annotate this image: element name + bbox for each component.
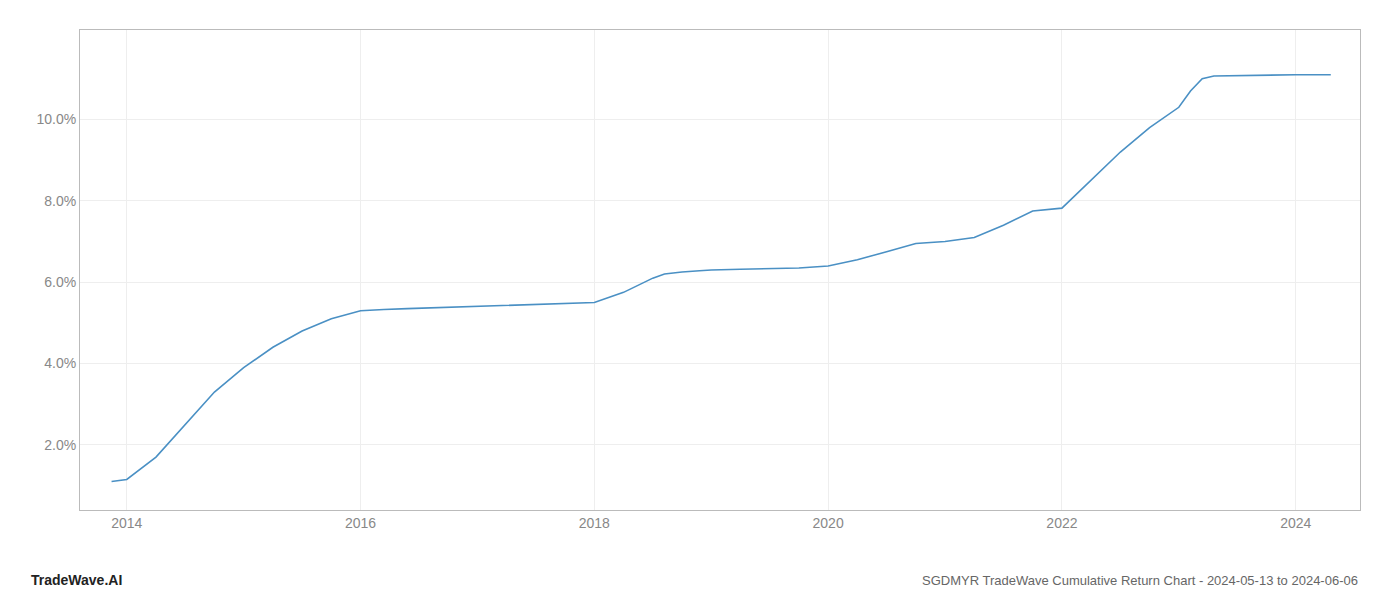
svg-text:2024: 2024 (1280, 515, 1311, 531)
svg-text:2.0%: 2.0% (44, 437, 76, 453)
svg-text:2014: 2014 (111, 515, 142, 531)
svg-text:6.0%: 6.0% (44, 274, 76, 290)
svg-text:2020: 2020 (813, 515, 844, 531)
svg-text:4.0%: 4.0% (44, 355, 76, 371)
svg-text:2022: 2022 (1046, 515, 1077, 531)
svg-text:8.0%: 8.0% (44, 193, 76, 209)
svg-text:2016: 2016 (345, 515, 376, 531)
svg-text:TradeWave.AI: TradeWave.AI (31, 572, 122, 588)
svg-text:SGDMYR TradeWave Cumulative Re: SGDMYR TradeWave Cumulative Return Chart… (922, 573, 1358, 588)
svg-text:2018: 2018 (579, 515, 610, 531)
svg-text:10.0%: 10.0% (36, 111, 76, 127)
